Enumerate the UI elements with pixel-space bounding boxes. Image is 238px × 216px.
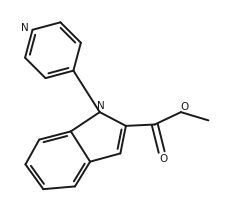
Text: N: N: [21, 23, 29, 33]
Text: N: N: [97, 101, 105, 111]
Text: O: O: [180, 102, 188, 112]
Text: O: O: [159, 154, 167, 164]
